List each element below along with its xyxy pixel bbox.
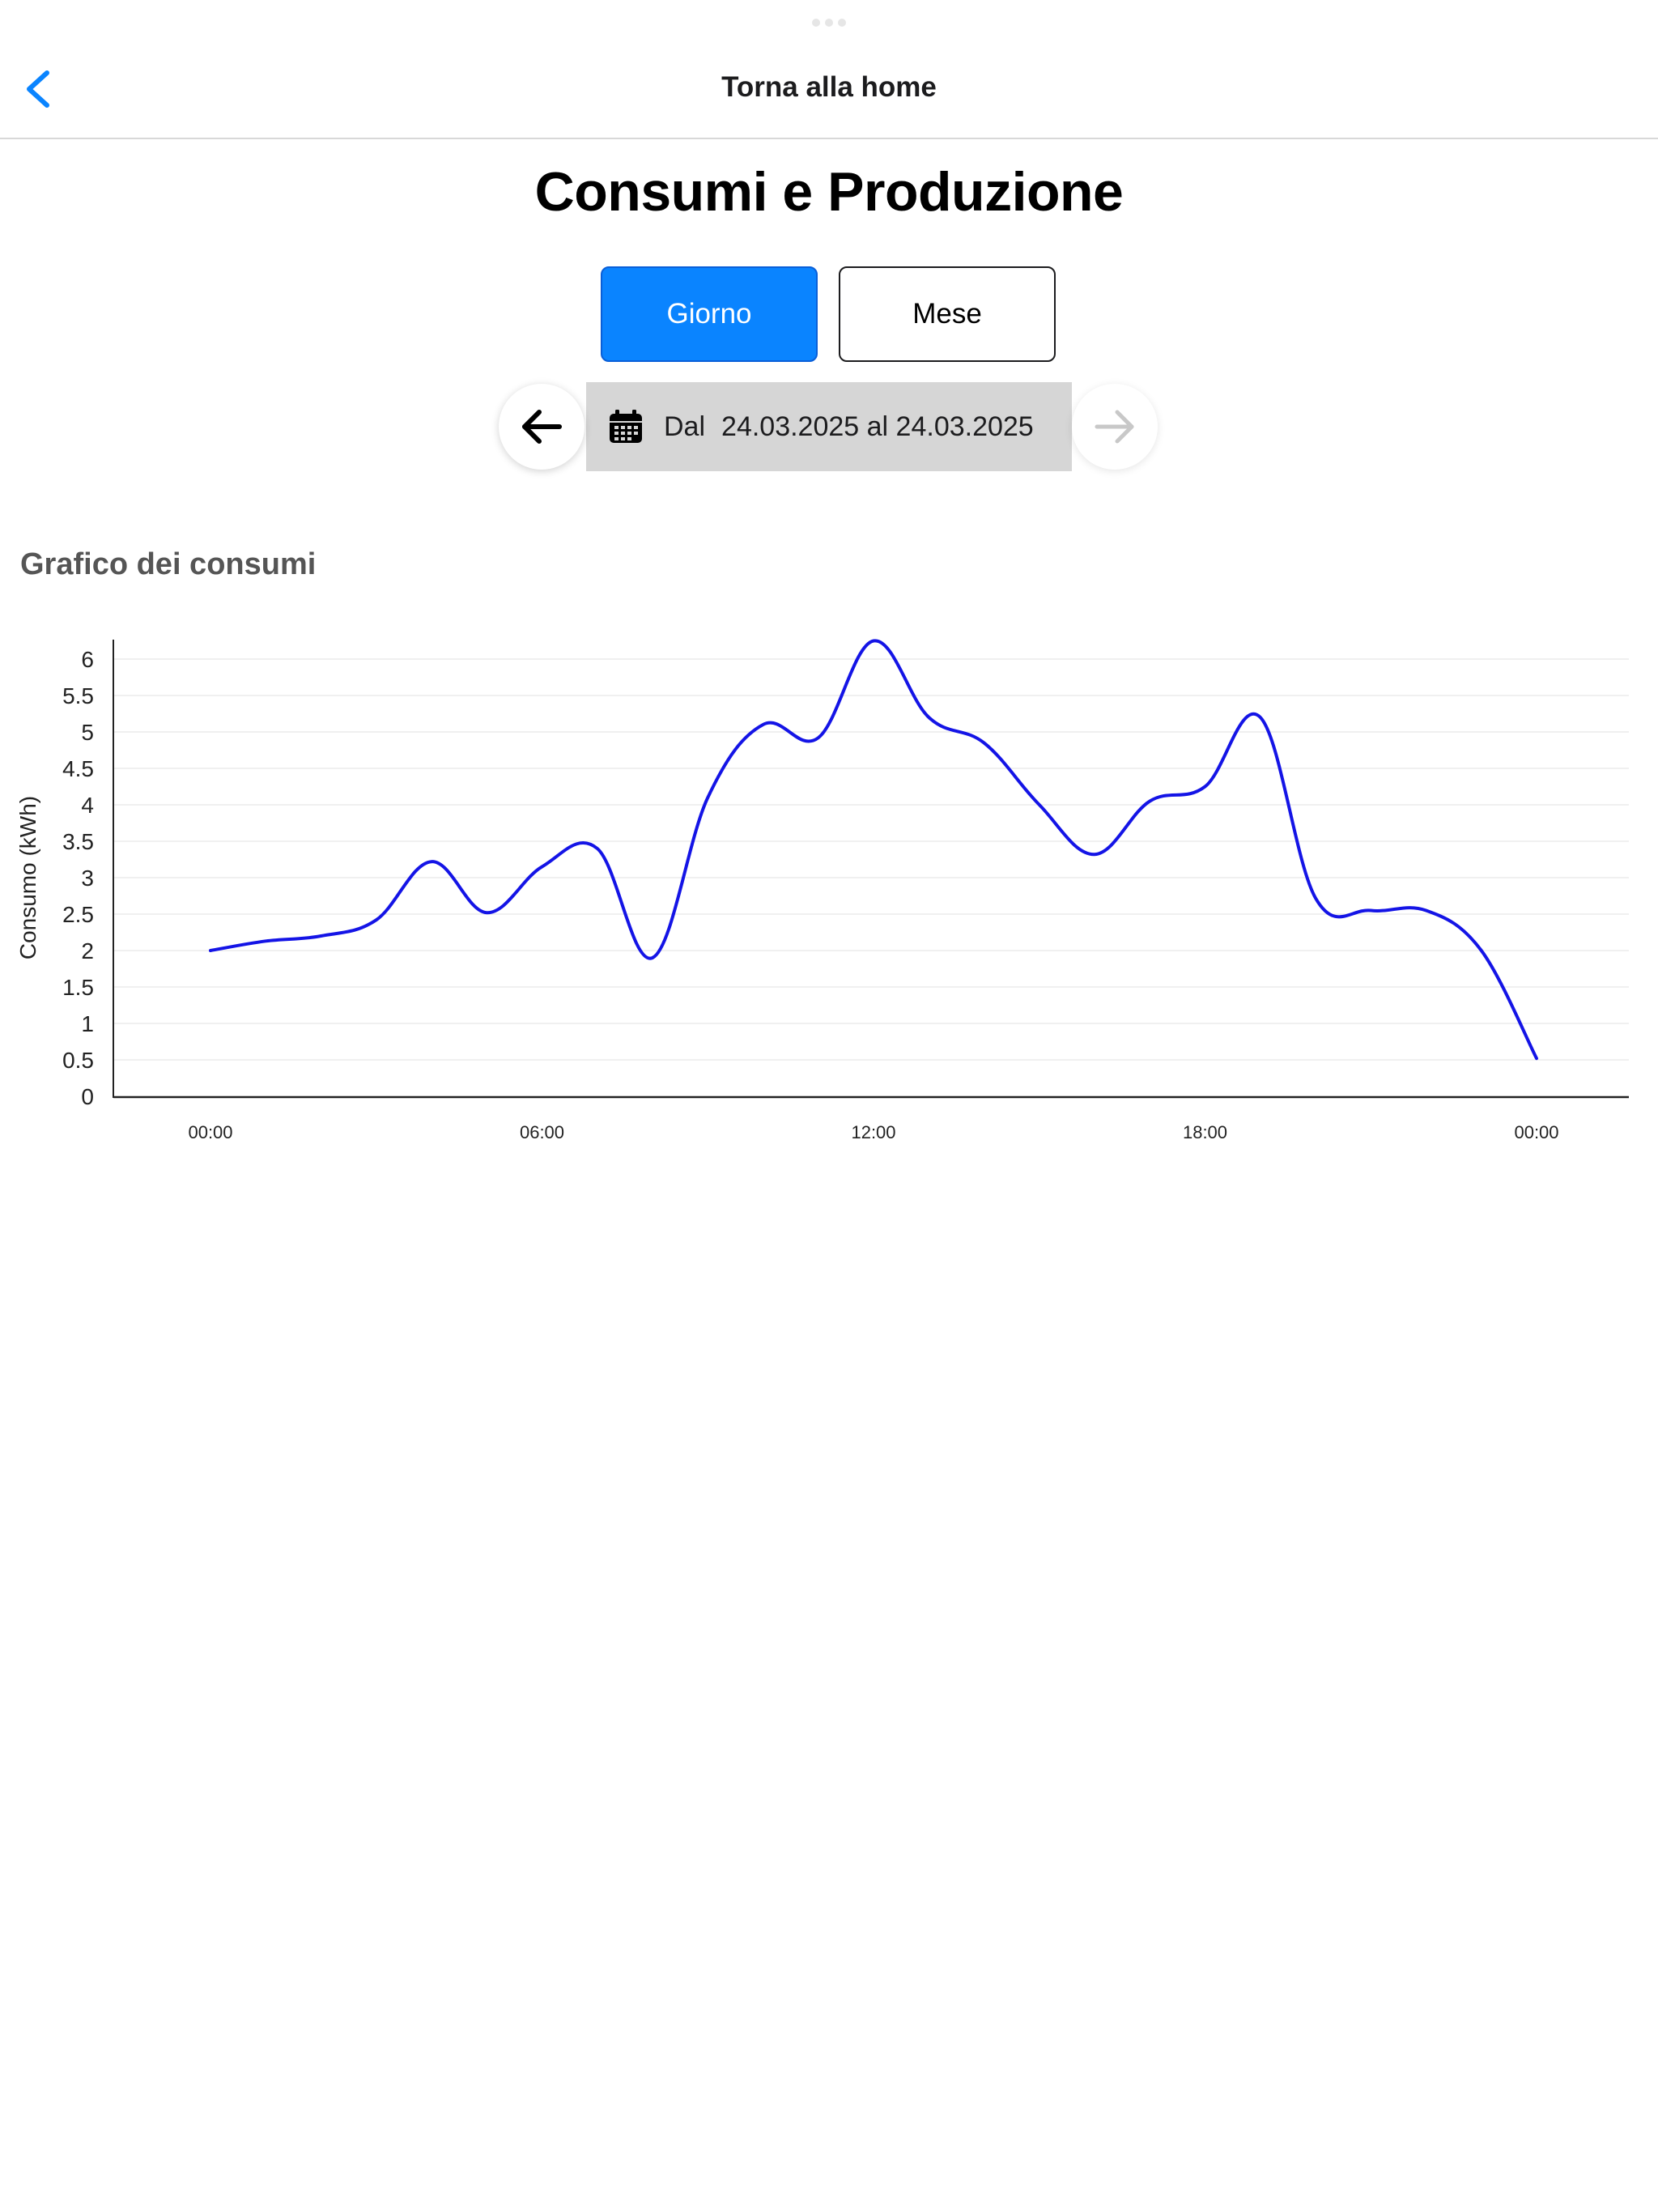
- y-tick-label: 1: [81, 1011, 94, 1036]
- consumption-series-line: [209, 639, 1538, 1061]
- consumption-chart: 0 0.5 1 1.5 2 2.5 3 3.5 4 4.5 5 5.5 6 Consumo (kWh) 00…: [15, 639, 1629, 1142]
- data-point: [1479, 948, 1484, 953]
- x-tick-label: 00:00: [188, 1122, 232, 1142]
- previous-date-button[interactable]: [499, 384, 585, 470]
- y-tick-label: 3: [81, 866, 94, 891]
- y-axis-label: Consumo (kWh): [15, 796, 40, 959]
- y-tick-label: 1.5: [62, 975, 94, 1000]
- consumption-chart-title: Grafico dei consumi: [20, 547, 317, 581]
- x-tick-label: 00:00: [1514, 1122, 1558, 1142]
- data-point: [1368, 908, 1373, 913]
- data-point: [1424, 908, 1429, 913]
- calendar-icon: [610, 410, 642, 443]
- data-point: [926, 715, 931, 720]
- data-point: [650, 955, 655, 960]
- navigation-bar: Torna alla home: [0, 0, 1658, 139]
- data-point: [761, 722, 766, 727]
- data-point: [1037, 802, 1042, 807]
- data-point: [1203, 785, 1208, 789]
- date-range-prefix: Dal: [664, 410, 706, 442]
- y-tick-label: 2.5: [62, 902, 94, 927]
- data-point: [705, 795, 710, 800]
- x-tick-label: 06:00: [520, 1122, 564, 1142]
- y-tick-label: 3.5: [62, 829, 94, 854]
- data-point: [871, 639, 876, 644]
- y-tick-label: 6: [81, 647, 94, 672]
- y-tick-label: 5: [81, 720, 94, 745]
- y-tick-label: 2: [81, 938, 94, 963]
- y-tick-label: 0: [81, 1084, 94, 1109]
- y-tick-label: 4: [81, 793, 94, 818]
- data-point: [1258, 715, 1263, 720]
- back-button[interactable]: [18, 65, 63, 113]
- data-point: [208, 948, 213, 953]
- y-tick-label: 5.5: [62, 683, 94, 708]
- period-day-button[interactable]: Giorno: [601, 266, 818, 362]
- y-tick-label: 0.5: [62, 1048, 94, 1073]
- arrow-left-icon: [522, 410, 562, 444]
- data-point: [595, 846, 600, 851]
- x-tick-label: 18:00: [1183, 1122, 1227, 1142]
- nav-title[interactable]: Torna alla home: [721, 71, 937, 103]
- data-point: [374, 917, 379, 922]
- x-tick-label: 12:00: [851, 1122, 895, 1142]
- data-point: [1092, 852, 1097, 857]
- arrow-right-icon: [1095, 410, 1134, 444]
- y-tick-label: 4.5: [62, 756, 94, 781]
- next-date-button[interactable]: [1072, 384, 1158, 470]
- data-point: [319, 934, 324, 938]
- date-range-selector[interactable]: Dal 24.03.2025 al 24.03.2025: [586, 382, 1072, 471]
- data-point: [1313, 895, 1318, 900]
- data-point: [429, 859, 434, 864]
- data-point: [484, 910, 489, 915]
- period-month-button[interactable]: Mese: [839, 266, 1056, 362]
- date-range-text: 24.03.2025 al 24.03.2025: [721, 410, 1034, 442]
- data-point: [1534, 1056, 1539, 1061]
- data-point: [1147, 799, 1152, 804]
- data-point: [263, 938, 268, 943]
- window-grabber[interactable]: [0, 16, 1658, 31]
- chevron-left-icon: [27, 70, 49, 108]
- data-point: [540, 865, 545, 870]
- page-title: Consumi e Produzione: [534, 161, 1124, 223]
- data-point: [816, 735, 821, 740]
- data-point: [982, 741, 987, 746]
